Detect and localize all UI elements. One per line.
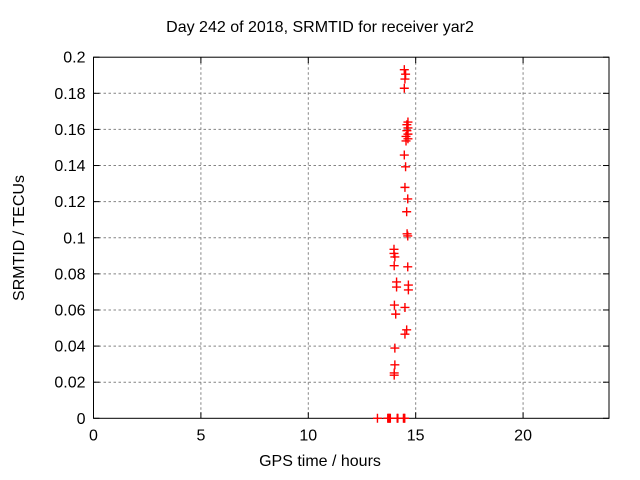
data-point-marker [402, 207, 412, 217]
y-tick-label: 0.06 [54, 302, 85, 319]
x-tick-label: 0 [89, 427, 98, 444]
data-point-marker [389, 300, 399, 310]
data-point-marker [389, 261, 399, 271]
data-point-marker [400, 182, 410, 192]
data-point-marker [399, 65, 409, 75]
data-point-marker [401, 136, 411, 146]
x-tick-label: 20 [514, 427, 532, 444]
data-point-marker [390, 360, 400, 370]
data-point-marker [401, 162, 411, 172]
data-point-marker [400, 413, 410, 423]
y-tick-label: 0.16 [54, 122, 85, 139]
y-tick-label: 0.14 [54, 158, 85, 175]
data-point-marker [402, 325, 412, 335]
chart-title: Day 242 of 2018, SRMTID for receiver yar… [166, 19, 474, 36]
data-point-marker [392, 282, 402, 292]
y-axis-label: SRMTID / TECUs [11, 175, 28, 301]
plot-border [93, 56, 610, 419]
y-tick-label: 0 [77, 411, 86, 428]
data-point-marker [399, 150, 409, 160]
x-tick-label: 10 [299, 427, 317, 444]
y-tick-label: 0.1 [63, 230, 85, 247]
y-tick-label: 0.12 [54, 194, 85, 211]
data-point-marker [400, 74, 410, 84]
y-tick-label: 0.08 [54, 266, 85, 283]
data-point-marker [403, 134, 413, 144]
data-point-marker [403, 262, 413, 272]
y-tick-label: 0.04 [54, 339, 85, 356]
x-axis-label: GPS time / hours [259, 453, 381, 470]
data-point-marker [390, 343, 400, 353]
data-point-marker [403, 194, 413, 204]
data-point-marker [389, 370, 399, 380]
data-point-marker [390, 252, 400, 262]
data-point-marker [391, 309, 401, 319]
y-tick-label: 0.18 [54, 86, 85, 103]
data-point-marker [403, 231, 413, 241]
y-tick-label: 0.02 [54, 375, 85, 392]
x-tick-label: 15 [407, 427, 425, 444]
data-point-marker [400, 302, 410, 312]
x-tick-label: 5 [196, 427, 205, 444]
data-point-marker [403, 285, 413, 295]
data-point-marker [372, 413, 382, 423]
data-point-marker [399, 83, 409, 93]
data-point-marker [400, 329, 410, 339]
y-tick-label: 0.2 [63, 50, 85, 67]
